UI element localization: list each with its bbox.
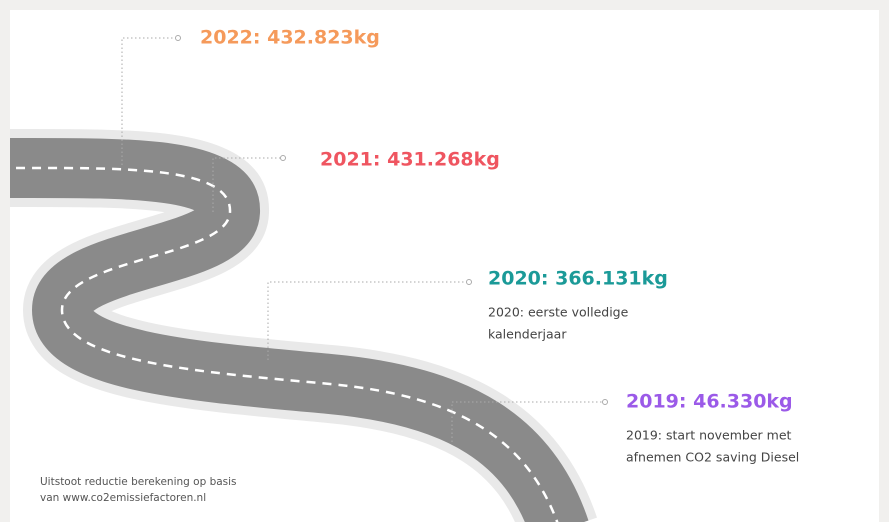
milestone-description: afnemen CO2 saving Diesel	[626, 450, 799, 465]
footnote: Uitstoot reductie berekening op basis	[40, 476, 237, 488]
milestone-title: 2022: 432.823kg	[200, 27, 380, 49]
milestone-title: 2019: 46.330kg	[626, 391, 793, 413]
page: 2022: 432.823kg 2021: 431.268kg 2020: 36…	[0, 0, 889, 522]
milestone-description: 2019: start november met	[626, 428, 792, 443]
milestone-description: kalenderjaar	[488, 327, 567, 342]
milestone-description: 2020: eerste volledige	[488, 305, 629, 320]
infographic: 2022: 432.823kg 2021: 431.268kg 2020: 36…	[0, 0, 889, 522]
footnote: van www.co2emissiefactoren.nl	[40, 492, 206, 504]
milestone-title: 2020: 366.131kg	[488, 268, 668, 290]
milestone-title: 2021: 431.268kg	[320, 149, 500, 171]
